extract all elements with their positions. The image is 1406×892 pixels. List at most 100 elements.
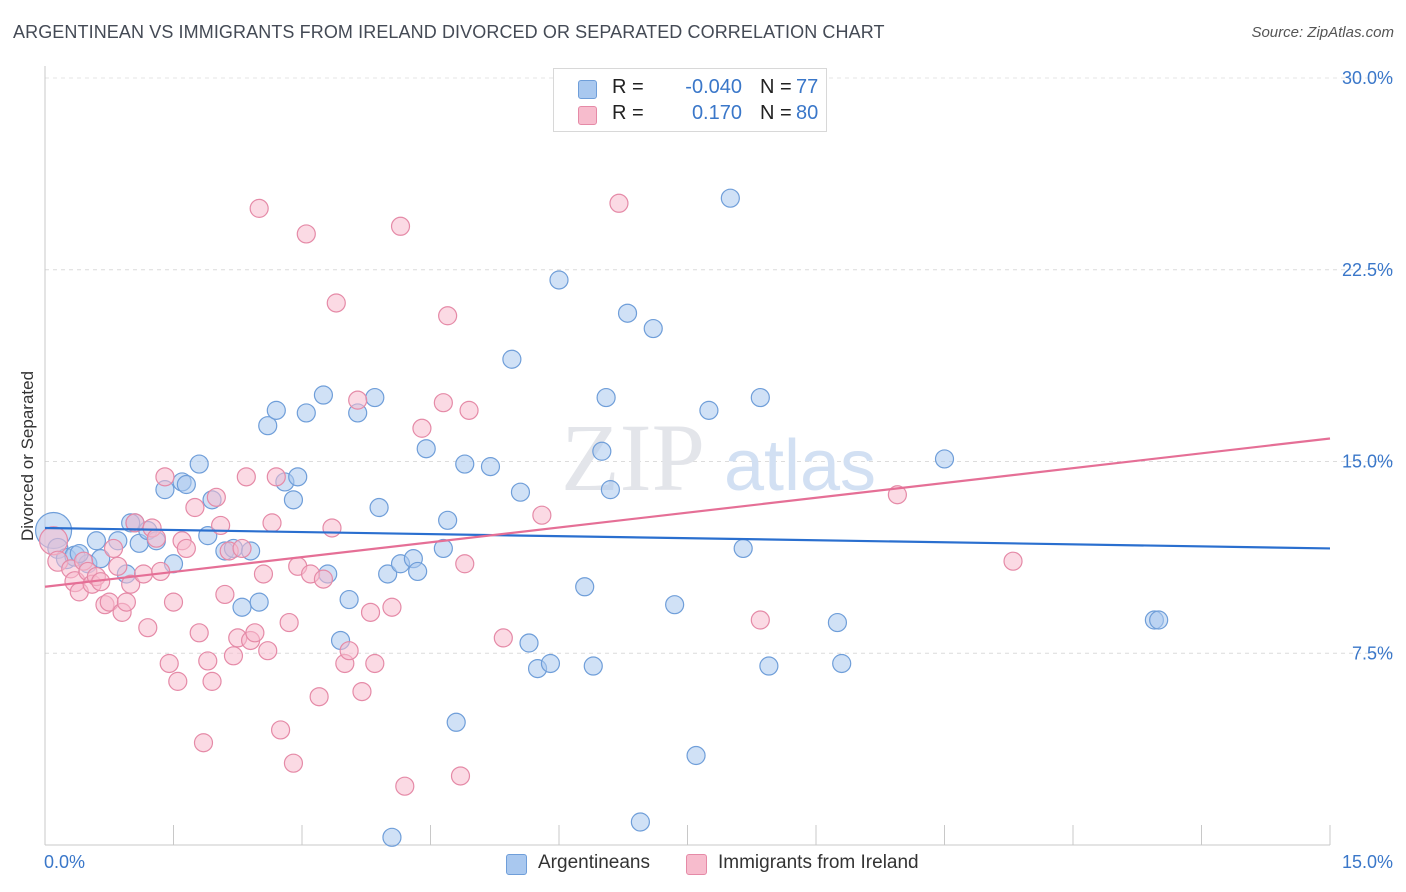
point-ireland — [202, 671, 222, 691]
point-ireland — [352, 681, 372, 702]
point-argentineans — [596, 387, 616, 408]
point-ireland — [309, 687, 329, 707]
point-argentineans — [446, 712, 466, 732]
trend-lines — [44, 437, 1331, 588]
point-argentineans — [643, 318, 663, 339]
point-ireland — [138, 618, 158, 638]
point-argentineans — [296, 403, 316, 423]
y-tick-label: 22.5% — [1342, 260, 1393, 280]
chart-source: Source: ZipAtlas.com — [1251, 24, 1394, 41]
point-ireland — [185, 497, 205, 518]
point-argentineans — [750, 387, 770, 408]
point-argentineans — [720, 188, 740, 208]
point-argentineans — [416, 439, 436, 459]
point-argentineans — [540, 653, 561, 674]
point-ireland — [493, 628, 513, 648]
point-ireland — [283, 753, 304, 773]
point-ireland — [270, 720, 291, 740]
point-ireland — [266, 467, 286, 487]
y-tick-label: 15.0% — [1342, 452, 1393, 472]
point-ireland — [193, 733, 214, 753]
bottom-legend-swatch-ireland — [686, 854, 707, 875]
point-ireland — [459, 400, 479, 420]
point-ireland — [249, 198, 269, 218]
point-argentineans — [1149, 610, 1169, 630]
point-argentineans — [189, 454, 209, 474]
point-argentineans — [288, 467, 308, 487]
point-ireland — [390, 216, 411, 236]
point-ireland — [116, 592, 136, 612]
y-axis-label: Divorced or Separated — [18, 370, 37, 542]
point-ireland — [108, 556, 128, 576]
point-ireland — [146, 528, 166, 548]
point-argentineans — [519, 633, 539, 653]
point-ireland — [176, 538, 196, 559]
point-ireland — [223, 646, 244, 666]
axes — [44, 66, 1331, 846]
point-argentineans — [592, 441, 612, 461]
point-argentineans — [480, 457, 501, 477]
point-ireland — [258, 641, 278, 661]
y-tick-label: 30.0% — [1342, 68, 1393, 88]
point-ireland — [412, 418, 432, 438]
grid-lines — [45, 77, 1394, 654]
point-ireland — [455, 554, 475, 574]
point-argentineans — [433, 538, 453, 559]
data-points — [34, 188, 1169, 847]
point-argentineans — [232, 597, 252, 617]
point-argentineans — [665, 595, 685, 615]
x-tick-label-max: 15.0% — [1341, 852, 1393, 872]
point-argentineans — [266, 400, 286, 420]
legend-r-label: R = — [612, 76, 644, 98]
point-ireland — [206, 487, 226, 507]
point-argentineans — [934, 449, 955, 469]
point-argentineans — [382, 827, 402, 847]
point-argentineans — [258, 416, 278, 436]
point-ireland — [198, 651, 218, 671]
point-argentineans — [438, 510, 458, 530]
point-ireland — [232, 538, 252, 559]
legend-n-value: 77 — [796, 76, 819, 98]
point-ireland — [433, 393, 453, 413]
point-argentineans — [575, 577, 595, 597]
point-argentineans — [686, 745, 706, 766]
x-tick-label-min: 0.0% — [44, 852, 86, 872]
point-argentineans — [827, 612, 848, 633]
point-ireland — [262, 513, 282, 533]
point-ireland — [296, 224, 316, 244]
point-ireland — [450, 766, 471, 786]
bottom-legend-label: Argentineans — [538, 852, 650, 873]
point-ireland — [253, 564, 274, 584]
point-ireland — [155, 467, 175, 487]
chart-title: ARGENTINEAN VS IMMIGRANTS FROM IRELAND D… — [13, 22, 885, 42]
watermark-zip: ZIP — [561, 404, 705, 511]
point-argentineans — [378, 564, 398, 584]
point-ireland — [279, 612, 299, 633]
point-argentineans — [600, 480, 621, 500]
point-ireland — [609, 193, 629, 213]
y-tick-label: 7.5% — [1352, 643, 1393, 663]
point-argentineans — [630, 812, 650, 832]
legend-n-label: N = — [760, 76, 792, 98]
point-argentineans — [339, 589, 359, 610]
point-argentineans — [733, 538, 753, 559]
point-ireland — [395, 776, 415, 796]
point-ireland — [215, 584, 235, 605]
point-ireland — [365, 653, 385, 674]
point-ireland — [348, 390, 368, 410]
legend-swatch-argentineans — [578, 80, 597, 99]
legend-r-value: 0.170 — [691, 102, 742, 124]
point-argentineans — [759, 656, 779, 676]
point-ireland — [189, 623, 209, 643]
point-argentineans — [455, 454, 475, 474]
point-ireland — [103, 538, 124, 559]
point-argentineans — [502, 349, 522, 369]
point-ireland — [168, 671, 188, 691]
trend-line-argentineans — [44, 526, 1331, 550]
trend-line-ireland — [44, 437, 1331, 588]
point-argentineans — [176, 474, 196, 495]
point-ireland — [245, 623, 265, 643]
point-argentineans — [369, 497, 389, 518]
point-ireland — [326, 293, 346, 313]
